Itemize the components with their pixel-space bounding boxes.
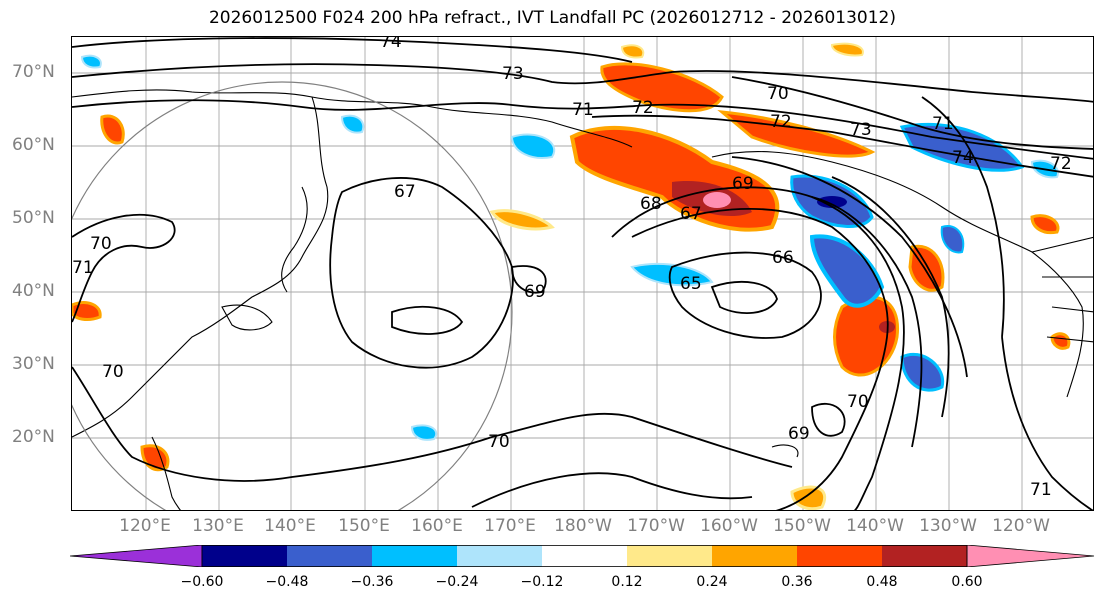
colorbar-segment [882, 545, 967, 567]
contour-label: 71 [932, 114, 954, 134]
contour-label: 70 [767, 84, 789, 104]
colorbar-tick: −0.48 [265, 574, 309, 590]
colorbar-segment-over [966, 545, 1095, 567]
lon-label-180w: 180°W [554, 516, 612, 536]
contour-label: 69 [788, 424, 810, 444]
lon-label-120w: 120°W [992, 516, 1050, 536]
lon-label-160e: 160°E [411, 516, 463, 536]
contour-label: 66 [772, 248, 794, 268]
colorbar-segment-under [70, 545, 203, 567]
contour-label: 74 [380, 37, 402, 52]
contour-label: 65 [680, 274, 702, 294]
lon-label-150e: 150°E [338, 516, 390, 536]
colorbar-tick: −0.60 [180, 574, 224, 590]
lat-label-40n: 40°N [12, 281, 55, 301]
contour-label: 67 [680, 204, 702, 224]
coastlines [72, 89, 1093, 510]
map-title: 2026012500 F024 200 hPa refract., IVT La… [208, 8, 896, 28]
colorbar-segment [542, 545, 627, 567]
colorbar-segment [202, 545, 287, 567]
contour-label-group: 74 73 72 71 70 73 72 71 74 72 67 68 69 6… [72, 37, 1072, 500]
colorbar-tick: 0.24 [696, 574, 728, 590]
lon-label-160w: 160°W [700, 516, 758, 536]
lon-label-120e: 120°E [119, 516, 171, 536]
colorbar-tick: −0.24 [435, 574, 479, 590]
colorbar-tick: 0.36 [781, 574, 813, 590]
contour-label: 74 [952, 148, 974, 168]
colorbar-tick: −0.36 [350, 574, 394, 590]
negative-anomaly-shading [80, 54, 1059, 441]
contour-label: 71 [72, 258, 94, 278]
colorbar-segment [627, 545, 712, 567]
contour-label: 69 [524, 282, 546, 302]
colorbar [70, 545, 1095, 567]
contour-label: 70 [90, 234, 112, 254]
lon-label-130e: 130°E [192, 516, 244, 536]
colorbar-tick: 0.60 [951, 574, 983, 590]
contour-label: 69 [732, 174, 754, 194]
lat-label-20n: 20°N [12, 427, 55, 447]
map-panel: 74 73 72 71 70 73 72 71 74 72 67 68 69 6… [71, 36, 1094, 511]
contour-label: 70 [488, 432, 510, 452]
lon-label-130w: 130°W [919, 516, 977, 536]
colorbar-segment [712, 545, 797, 567]
lon-label-140e: 140°E [264, 516, 316, 536]
contour-label: 70 [847, 392, 869, 412]
contour-label: 68 [640, 194, 662, 214]
lon-label-150w: 150°W [773, 516, 831, 536]
colorbar-tick: −0.12 [520, 574, 564, 590]
lat-label-50n: 50°N [12, 208, 55, 228]
contour-label: 72 [632, 98, 654, 118]
colorbar-segment [457, 545, 542, 567]
contour-label: 71 [1030, 480, 1052, 500]
lat-label-60n: 60°N [12, 135, 55, 155]
colorbar-segment [287, 545, 372, 567]
contour-label: 73 [850, 120, 872, 140]
map-canvas: 74 73 72 71 70 73 72 71 74 72 67 68 69 6… [72, 37, 1093, 510]
colorbar-tick: 0.12 [611, 574, 643, 590]
height-contours [72, 37, 1093, 510]
colorbar-segment [797, 545, 882, 567]
lon-label-170e: 170°E [484, 516, 536, 536]
colorbar-tick: 0.48 [866, 574, 898, 590]
lat-label-70n: 70°N [12, 62, 55, 82]
lon-label-170w: 170°W [627, 516, 685, 536]
range-circle [72, 81, 513, 510]
contour-label: 67 [394, 182, 416, 202]
positive-anomaly-shading [72, 42, 1071, 510]
contour-label: 71 [572, 100, 594, 120]
contour-label: 70 [102, 362, 124, 382]
colorbar-segment [372, 545, 457, 567]
contour-label: 73 [502, 64, 524, 84]
lon-label-140w: 140°W [846, 516, 904, 536]
lat-label-30n: 30°N [12, 354, 55, 374]
contour-label: 72 [1050, 154, 1072, 174]
contour-label: 72 [770, 112, 792, 132]
